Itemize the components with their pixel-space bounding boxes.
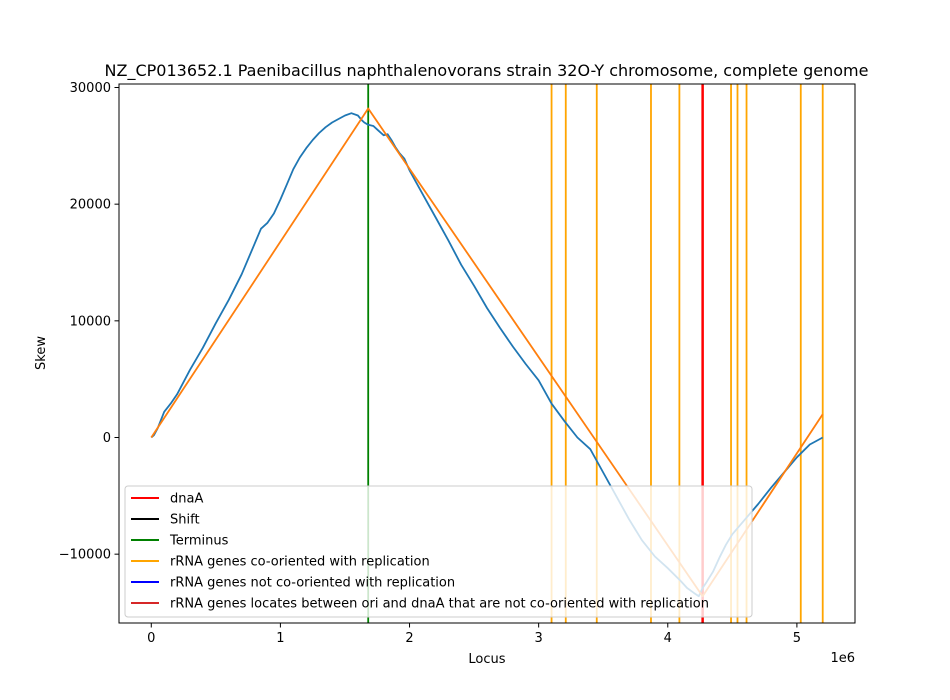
x-tick-label-4: 4: [664, 631, 672, 646]
legend-label-1: Shift: [170, 513, 200, 528]
series-line-1: [150, 107, 824, 598]
legend-label-5: rRNA genes locates between ori and dnaA …: [170, 597, 709, 612]
x-tick-label-5: 5: [793, 631, 801, 646]
legend-box: [124, 485, 753, 618]
x-tick-label-1: 1: [276, 631, 284, 646]
x-tick-label-0: 0: [147, 631, 155, 646]
chart-title: NZ_CP013652.1 Paenibacillus naphthalenov…: [105, 61, 869, 81]
legend-label-2: Terminus: [169, 534, 229, 549]
y-axis: −10000 0 10000 20000 30000: [59, 81, 119, 563]
x-tick-label-3: 3: [535, 631, 543, 646]
x-axis: 0 1 2 3 4 5: [147, 623, 801, 646]
plot-area-frame: [118, 83, 856, 624]
y-axis-label: Skew: [34, 336, 49, 370]
legend-label-4: rRNA genes not co-oriented with replicat…: [170, 576, 455, 591]
legend-label-3: rRNA genes co-oriented with replication: [170, 555, 430, 570]
x-axis-label: Locus: [468, 652, 505, 667]
y-tick-label-0: −10000: [59, 548, 111, 563]
y-tick-label-3: 20000: [70, 198, 111, 213]
y-tick-label-4: 30000: [70, 81, 111, 96]
y-tick-label-1: 0: [103, 431, 111, 446]
x-offset-label: 1e6: [830, 651, 855, 666]
y-tick-label-2: 10000: [70, 314, 111, 329]
legend: dnaA Shift Terminus rRNA genes co-oriented …: [124, 485, 753, 618]
legend-label-0: dnaA: [170, 492, 203, 507]
x-tick-label-2: 2: [405, 631, 413, 646]
